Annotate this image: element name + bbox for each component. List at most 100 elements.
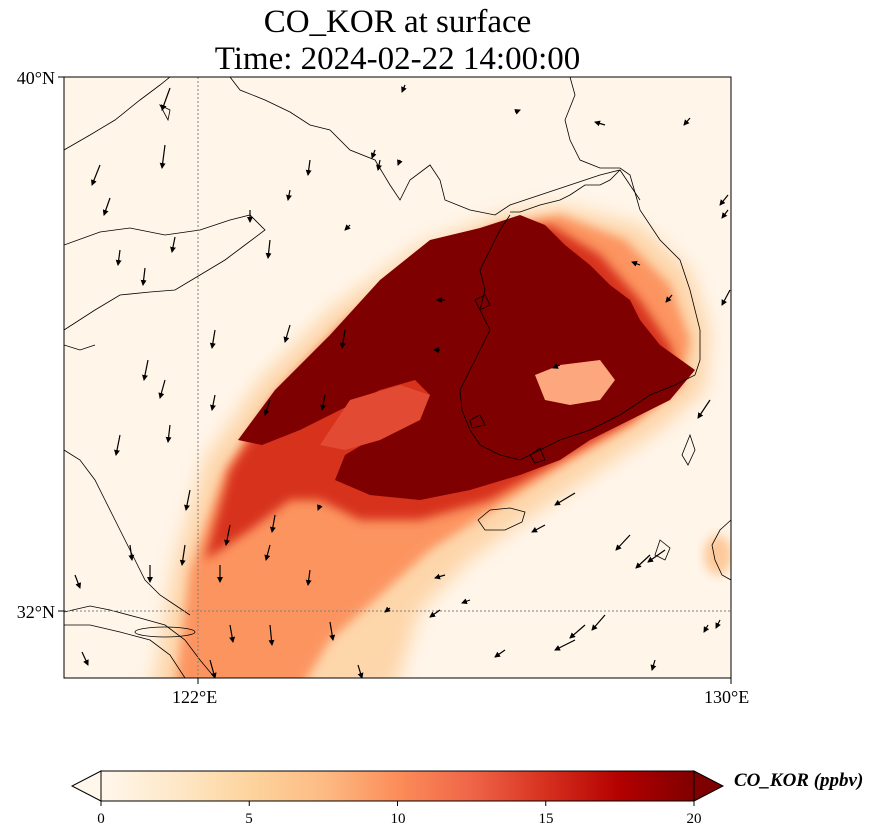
wind-arrow [264,544,271,561]
wind-arrow [102,197,111,216]
coast-liaodong [229,77,641,216]
wind-arrow [514,109,521,115]
wind-arrow [552,363,561,369]
wind-arrow [91,164,101,186]
island-c [529,447,546,464]
wind-arrow [269,514,276,533]
wind-arrow [429,609,441,618]
colorbar-extend-low [70,770,102,802]
wind-arrow [159,144,166,169]
wind-arrow [210,394,216,411]
colorbar-label: CO_KOR (ppbv) [734,770,864,791]
wind-arrow [305,159,312,176]
wind-arrow [209,329,216,349]
wind-arrow [370,149,377,159]
colorbar-tick-marks [100,801,695,806]
wind-arrow [531,524,546,533]
wind-arrow [721,209,729,219]
wind-arrow [715,619,721,629]
wind-arrow [719,194,729,206]
wind-arrow [305,569,312,586]
coast-korea-west-south [459,214,696,461]
wind-arrow [263,399,271,416]
wind-arrow [344,224,351,231]
gridlines [64,77,731,678]
wind-arrow [376,159,382,171]
wind-arrow [615,534,631,551]
wind-arrow [494,649,506,658]
concentration-field [153,205,731,678]
coast-yangtze-north [64,605,216,678]
wind-arrow [384,606,391,613]
wind-arrow [339,329,346,349]
wind-arrow [179,544,186,566]
wind-arrow [184,489,191,511]
colorbar-extend-high [693,770,725,802]
wind-arrow [554,639,576,651]
tsushima-island [681,433,696,466]
wind-arrow [320,394,326,411]
lat-label-40n: 40°N [16,68,55,88]
coast-korea-east [564,77,701,376]
map-frame [63,76,732,679]
wind-arrow [115,249,122,266]
colorbar [70,770,725,806]
lon-label-130e: 130°E [704,687,750,707]
wind-arrow [224,524,231,546]
wind-arrow [81,651,89,666]
wind-arrow [591,614,606,631]
map-title-time: Time: 2024-02-22 14:00:00 [214,41,581,77]
wind-vectors [74,84,731,678]
wind-arrow [434,573,446,580]
wind-arrow [665,294,673,303]
jeju-island [477,507,526,531]
wind-arrow [160,87,171,111]
coast-jiangsu-north [64,344,96,351]
wind-arrow [128,544,135,561]
wind-arrow [461,598,471,605]
wind-arrow [283,324,291,343]
wind-arrow [209,659,217,678]
coast-korea-northwest [510,169,621,213]
wind-arrow [647,549,666,563]
island-a [474,294,491,311]
wind-arrow [268,624,275,646]
coast-kyushu [711,519,731,581]
wind-arrow [114,434,121,456]
wind-arrow [165,424,172,443]
wind-arrow [170,236,176,253]
goto-islands [654,539,671,561]
wind-arrow [650,659,657,671]
wind-arrow [140,267,147,286]
wind-arrow [683,117,691,126]
core-light-pocket [535,360,615,405]
wind-arrow [697,399,711,419]
wind-arrow [229,624,236,643]
wind-arrow [554,492,576,506]
wind-arrow [594,120,606,127]
wind-arrow [397,159,403,166]
east-patch [704,535,731,575]
colorbar-tick-label-10: 10 [390,811,406,827]
lon-label-122e: 122°E [172,687,218,707]
wind-arrow [265,239,272,259]
wind-arrow [142,359,149,381]
colorbar-tick-label-15: 15 [538,811,554,827]
axis-ticks [58,76,732,684]
colorbar-gradient [101,771,694,801]
wind-arrow [158,379,166,399]
coastlines [64,77,731,678]
wind-arrow [357,664,364,678]
lat-label-32n: 32°N [16,602,55,622]
colorbar-tick-label-20: 20 [686,811,702,827]
coast-shandong [64,214,266,331]
plume-core [238,215,695,500]
wind-arrow [74,574,82,589]
wind-arrow [703,624,710,633]
wind-arrow [631,260,641,267]
coast-jiangsu [64,449,191,616]
wind-arrow [635,554,651,569]
chongming-island [134,626,196,638]
wind-arrow [329,621,336,641]
